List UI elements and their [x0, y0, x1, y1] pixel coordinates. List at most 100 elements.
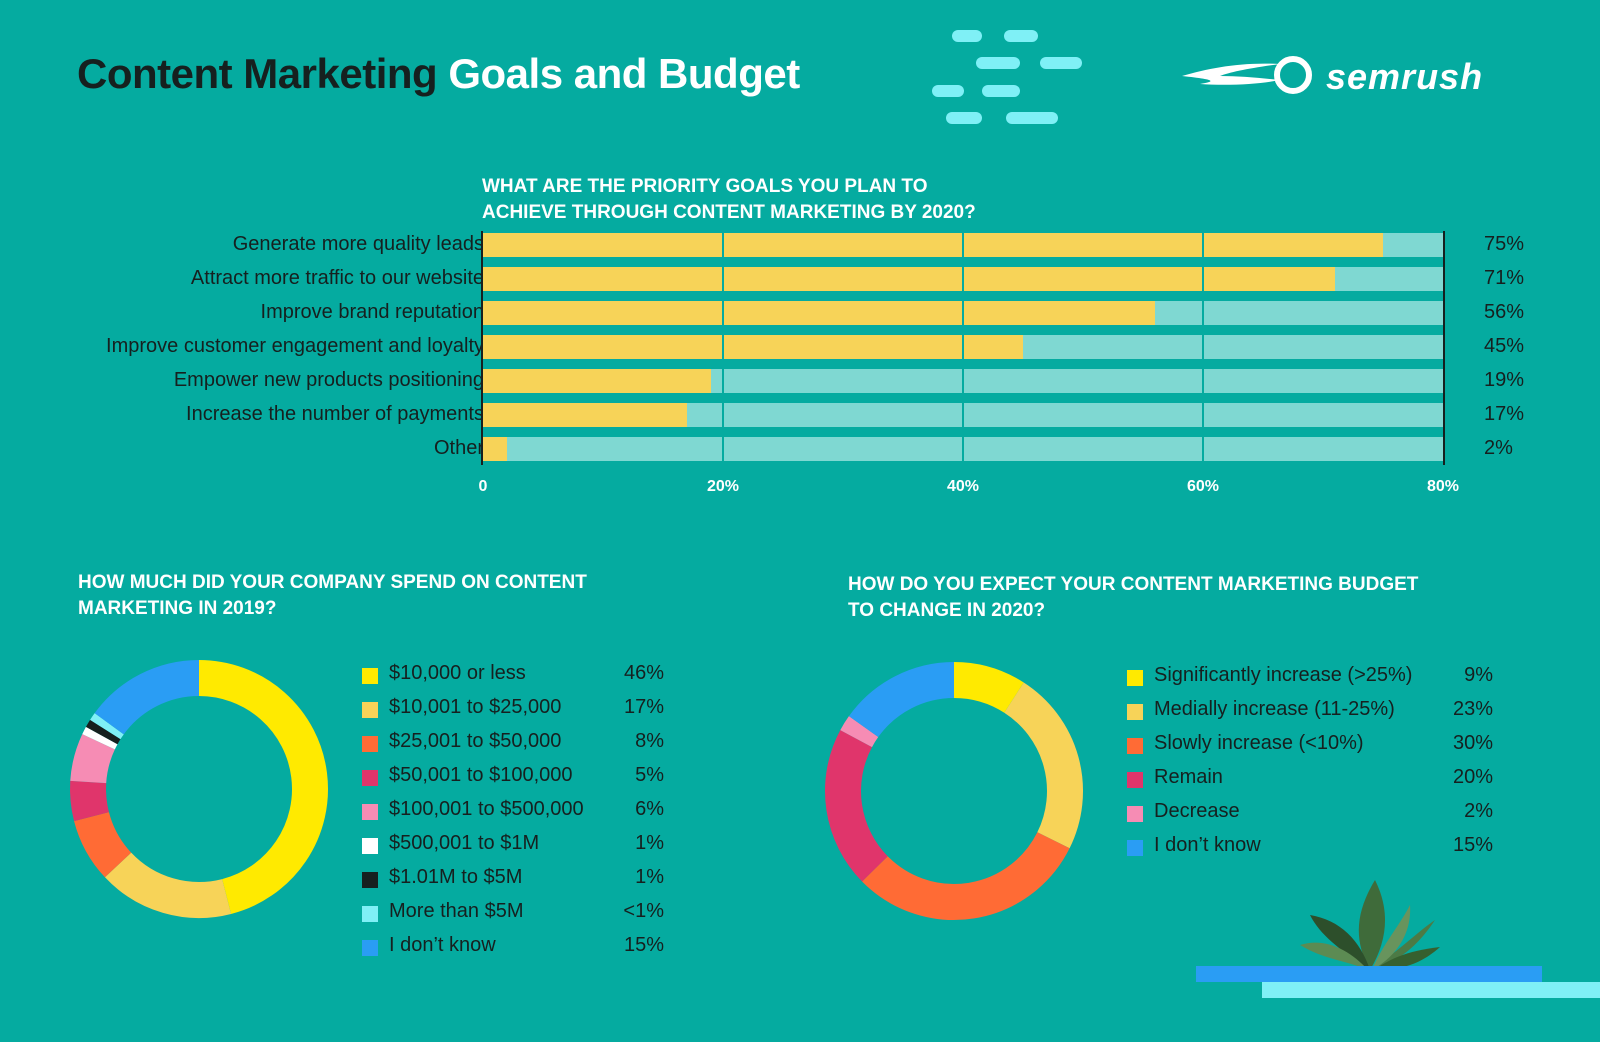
bar-value-improve-customer-engagement-and-loyalty: 45% — [1484, 335, 1525, 357]
spend-legend-item-10-001-to-25-000: $10,001 to $25,000 17% — [362, 696, 664, 726]
budget-legend-item-significantly-increase-25: Significantly increase (>25%) 9% — [1127, 664, 1493, 694]
spend-donut-chart — [70, 660, 328, 918]
spend-slice-25-001-to-50-000 — [74, 811, 132, 878]
budget-legend-pct: 23% — [1452, 698, 1493, 720]
bar-increase-the-number-of-payments — [483, 403, 687, 427]
spend-legend-swatch — [362, 668, 378, 684]
x-tick-80: 80% — [1426, 478, 1460, 495]
spend-legend-swatch — [362, 872, 378, 888]
bar-label-improve-brand-reputation: Improve brand reputation — [260, 301, 484, 323]
spend-slice-10-000-or-less — [198, 660, 328, 914]
spend-slice-1-01m-to-5m — [85, 719, 121, 745]
spend-chart-title: HOW MUCH DID YOUR COMPANY SPEND ON CONTE… — [78, 570, 587, 622]
spend-legend-item-i-don-t-know: I don’t know 15% — [362, 934, 664, 964]
budget-legend-label: Slowly increase (<10%) — [1154, 732, 1364, 754]
budget-slice-slowly-increase-10 — [862, 831, 1070, 920]
spend-legend-label: $25,001 to $50,000 — [389, 730, 562, 752]
budget-legend-label: Decrease — [1154, 800, 1240, 822]
bar-value-improve-brand-reputation: 56% — [1484, 301, 1525, 323]
spend-legend-label: $10,001 to $25,000 — [389, 696, 562, 718]
decorative-stripe-blue — [1196, 966, 1542, 982]
brand-wordmark: semrush — [1326, 56, 1484, 97]
bar-label-increase-the-number-of-payments: Increase the number of payments — [186, 403, 484, 425]
budget-legend-pct: 30% — [1452, 732, 1493, 754]
budget-slice-significantly-increase-25 — [953, 662, 1024, 714]
budget-legend-pct: 9% — [1464, 664, 1493, 686]
plant-decoration — [1300, 880, 1440, 970]
spend-legend-item-500-001-to-1m: $500,001 to $1M 1% — [362, 832, 664, 862]
spend-legend-swatch — [362, 702, 378, 718]
budget-slice-i-don-t-know — [848, 662, 955, 738]
spend-slice-100-001-to-500-000 — [70, 734, 116, 784]
budget-legend-swatch — [1127, 840, 1143, 856]
x-tick-20: 20% — [706, 478, 740, 495]
x-tick-40: 40% — [946, 478, 980, 495]
spend-legend-swatch — [362, 940, 378, 956]
bar-generate-more-quality-leads — [483, 233, 1383, 257]
bar-value-other: 2% — [1484, 437, 1513, 459]
budget-legend-item-medially-increase-11-25: Medially increase (11-25%) 23% — [1127, 698, 1493, 728]
spend-slice-500-001-to-1m — [82, 726, 118, 750]
bar-value-increase-the-number-of-payments: 17% — [1484, 403, 1525, 425]
spend-legend-pct: 8% — [635, 730, 664, 752]
title-part-dark: Content Marketing — [77, 50, 438, 97]
spend-legend-label: $10,000 or less — [389, 662, 526, 684]
spend-legend-item-100-001-to-500-000: $100,001 to $500,000 6% — [362, 798, 664, 828]
spend-legend-label: $50,001 to $100,000 — [389, 764, 573, 786]
budget-legend-pct: 15% — [1452, 834, 1493, 856]
spend-legend-pct: 6% — [635, 798, 664, 820]
spend-legend-label: $100,001 to $500,000 — [389, 798, 584, 820]
budget-slice-remain — [825, 730, 889, 882]
goals-chart-title: WHAT ARE THE PRIORITY GOALS YOU PLAN TO … — [482, 174, 976, 226]
spend-slice-50-001-to-100-000 — [70, 780, 110, 822]
budget-legend-label: I don’t know — [1154, 834, 1261, 856]
title-part-light: Goals and Budget — [448, 50, 800, 97]
spend-legend-label: More than $5M — [389, 900, 524, 922]
spend-legend-label: $1.01M to $5M — [389, 866, 523, 888]
spend-legend-pct: 17% — [623, 696, 664, 718]
budget-legend-label: Significantly increase (>25%) — [1154, 664, 1413, 686]
budget-legend-pct: 2% — [1464, 800, 1493, 822]
spend-legend-pct: 15% — [623, 934, 664, 956]
spend-legend-label: $500,001 to $1M — [389, 832, 540, 854]
spend-legend-item-1-01m-to-5m: $1.01M to $5M 1% — [362, 866, 664, 896]
bar-label-attract-more-traffic-to-our-website: Attract more traffic to our website — [190, 267, 484, 289]
budget-legend-item-i-don-t-know: I don’t know 15% — [1127, 834, 1493, 864]
bar-label-other: Other — [433, 437, 484, 459]
goals-bar-chart — [481, 231, 1445, 465]
x-tick-0: 0 — [478, 478, 488, 495]
bar-empower-new-products-positioning — [483, 369, 711, 393]
budget-legend-label: Medially increase (11-25%) — [1154, 698, 1395, 720]
goals-title-line-1: WHAT ARE THE PRIORITY GOALS YOU PLAN TO — [482, 176, 928, 197]
budget-legend-item-decrease: Decrease 2% — [1127, 800, 1493, 830]
budget-legend-swatch — [1127, 670, 1143, 686]
fireball-icon — [1182, 56, 1312, 94]
spend-legend-item-more-than-5m: More than $5M <1% — [362, 900, 664, 930]
bar-label-improve-customer-engagement-and-loyalty: Improve customer engagement and loyalty — [106, 335, 484, 357]
spend-title-line-1: HOW MUCH DID YOUR COMPANY SPEND ON CONTE… — [78, 572, 587, 593]
budget-slice-medially-increase-11-25 — [1003, 682, 1083, 849]
spend-legend-item-10-000-or-less: $10,000 or less 46% — [362, 662, 664, 692]
budget-chart-title: HOW DO YOU EXPECT YOUR CONTENT MARKETING… — [848, 572, 1418, 624]
spend-legend-label: I don’t know — [389, 934, 496, 956]
budget-title-line-1: HOW DO YOU EXPECT YOUR CONTENT MARKETING… — [848, 574, 1419, 595]
bar-label-generate-more-quality-leads: Generate more quality leads — [232, 233, 484, 255]
bar-other — [483, 437, 507, 461]
budget-donut-chart — [825, 662, 1083, 920]
bar-value-generate-more-quality-leads: 75% — [1484, 233, 1525, 255]
decorative-stripe-cyan — [1262, 982, 1600, 998]
budget-title-line-2: TO CHANGE IN 2020? — [848, 600, 1046, 621]
budget-legend-swatch — [1127, 738, 1143, 754]
budget-legend-item-remain: Remain 20% — [1127, 766, 1493, 796]
budget-slice-decrease — [840, 716, 879, 748]
spend-legend-pct: 5% — [635, 764, 664, 786]
spend-legend-pct: <1% — [623, 900, 664, 922]
spend-slice-10-001-to-25-000 — [104, 852, 232, 918]
spend-legend-item-50-001-to-100-000: $50,001 to $100,000 5% — [362, 764, 664, 794]
x-tick-60: 60% — [1186, 478, 1220, 495]
spend-legend-swatch — [362, 804, 378, 820]
spend-slice-i-don-t-know — [94, 660, 200, 735]
bar-value-attract-more-traffic-to-our-website: 71% — [1484, 267, 1525, 289]
bar-attract-more-traffic-to-our-website — [483, 267, 1335, 291]
bar-label-empower-new-products-positioning: Empower new products positioning — [173, 369, 484, 391]
